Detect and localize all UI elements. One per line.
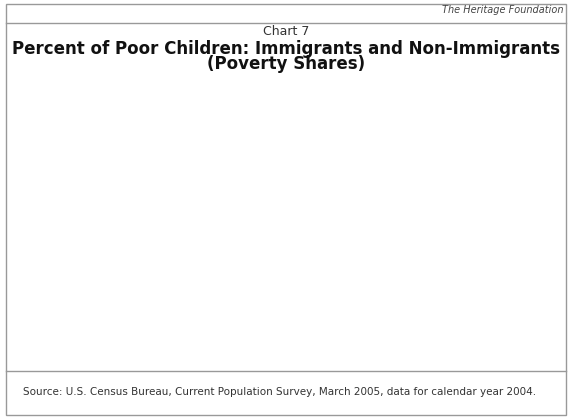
Wedge shape <box>180 110 284 220</box>
Text: Percent of Poor
Children Who Are
Immigrants
26.0%: Percent of Poor Children Who Are Immigra… <box>371 114 469 166</box>
Text: Percent of Poor Children: Immigrants and Non-Immigrants: Percent of Poor Children: Immigrants and… <box>12 41 560 58</box>
Text: Percent of Poor
Children Who Are
Non-Immigrants
74.0%: Percent of Poor Children Who Are Non-Imm… <box>69 198 166 251</box>
Wedge shape <box>180 110 388 318</box>
Text: Source: U.S. Census Bureau, Current Population Survey, March 2005, data for cale: Source: U.S. Census Bureau, Current Popu… <box>23 387 536 397</box>
Text: (Poverty Shares): (Poverty Shares) <box>207 55 365 72</box>
Text: The Heritage Foundation: The Heritage Foundation <box>442 5 563 16</box>
Text: Chart 7: Chart 7 <box>263 25 309 38</box>
